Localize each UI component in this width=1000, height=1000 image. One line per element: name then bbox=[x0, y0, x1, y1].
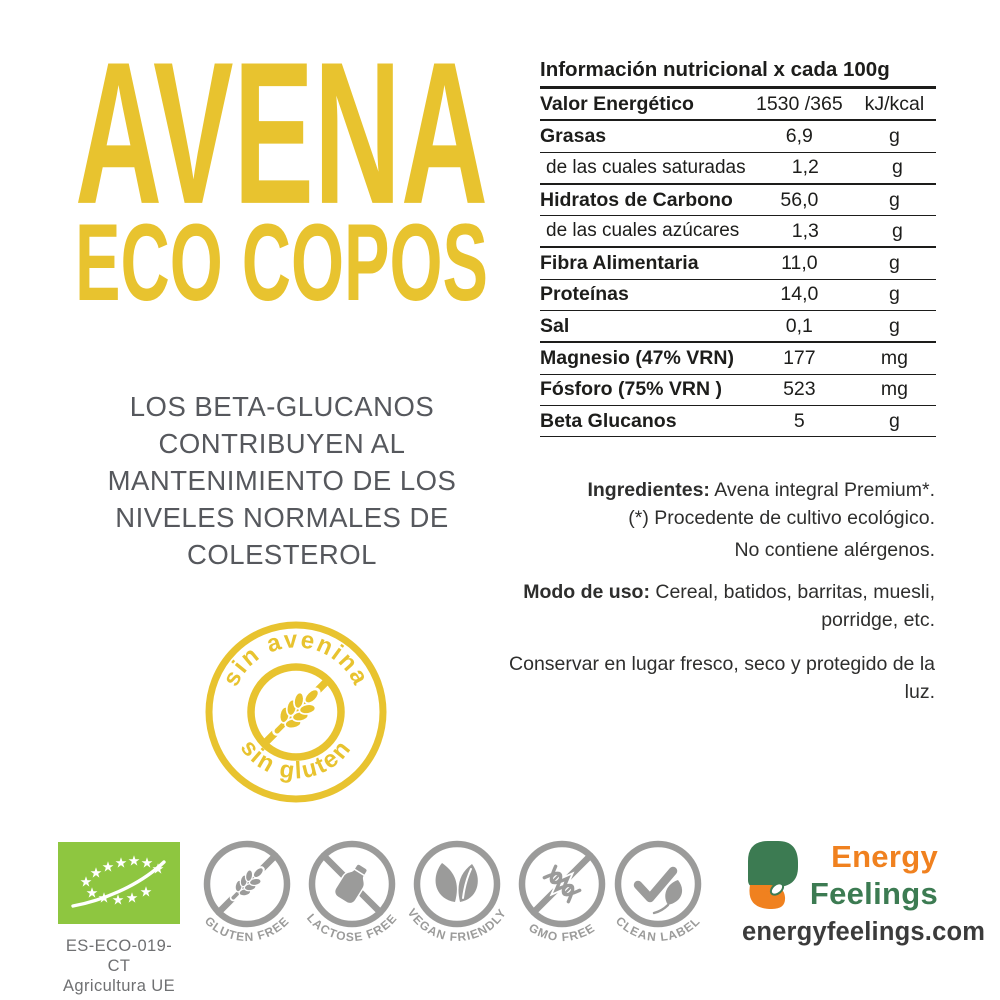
row-unit: g bbox=[888, 188, 900, 211]
title-line-avena: AVENA bbox=[75, 53, 488, 246]
eu-organic-logo-icon bbox=[58, 842, 180, 924]
badge-label: LACTOSE FREE bbox=[304, 911, 399, 944]
row-unit: g bbox=[891, 156, 903, 179]
table-row: Fósforo (75% VRN ) 523 mg bbox=[540, 375, 936, 406]
brand-name-feelings: Feelings bbox=[809, 876, 938, 911]
row-unit: mg bbox=[880, 378, 908, 401]
table-row: Proteínas 14,0 g bbox=[540, 280, 936, 312]
crossed-wheat-icon bbox=[215, 852, 279, 916]
row-unit: g bbox=[891, 219, 903, 242]
table-row: de las cuales azúcares 1,3 g bbox=[540, 216, 936, 249]
table-row: de las cuales saturadas 1,2 g bbox=[540, 153, 936, 185]
row-label: Magnesio (47% VRN) bbox=[540, 347, 734, 370]
eu-cert-code: ES-ECO-019-CT bbox=[65, 937, 173, 975]
row-value: 14,0 bbox=[780, 283, 819, 306]
table-row: Valor Energético 1530 /365 kJ/kcal bbox=[540, 89, 936, 122]
row-value: 6,9 bbox=[785, 124, 813, 147]
row-value: 11,0 bbox=[781, 252, 818, 275]
nutrition-table: Información nutricional x cada 100g Valo… bbox=[540, 58, 936, 438]
energy-feelings-leaf-icon bbox=[748, 841, 798, 909]
check-leaf-icon bbox=[631, 864, 684, 915]
table-row: Sal 0,1 g bbox=[540, 311, 936, 344]
row-label: Grasas bbox=[540, 124, 607, 147]
svg-text:sin avenina: sin avenina bbox=[218, 626, 375, 691]
row-value: 177 bbox=[783, 347, 816, 370]
claim-line: NIVELES NORMALES DE bbox=[115, 502, 449, 533]
gluten-free-badge: GLUTEN FREE bbox=[202, 840, 292, 944]
usage-text: Cereal, batidos, barritas, muesli, bbox=[649, 581, 935, 603]
svg-text:GLUTEN FREE: GLUTEN FREE bbox=[202, 914, 292, 944]
brand-website: energyfeelings.com bbox=[742, 918, 986, 946]
row-unit: g bbox=[888, 124, 900, 147]
row-label: Fósforo (75% VRN ) bbox=[540, 378, 723, 401]
allergens-line: No contiene alérgenos. bbox=[734, 539, 935, 561]
row-unit: g bbox=[888, 409, 900, 432]
row-label: Beta Glucanos bbox=[540, 409, 677, 432]
table-row: Grasas 6,9 g bbox=[540, 121, 936, 153]
usage-line2: porridge, etc. bbox=[821, 609, 935, 631]
gmo-free-badge: GMO FREE bbox=[518, 840, 606, 944]
claim-line: LOS BETA-GLUCANOS bbox=[129, 391, 435, 422]
row-value: 523 bbox=[783, 378, 816, 401]
table-row: Hidratos de Carbono 56,0 g bbox=[540, 185, 936, 217]
row-value: 1,3 bbox=[791, 219, 819, 242]
vegan-friendly-badge: VEGAN FRIENDLY bbox=[405, 840, 508, 944]
lactose-free-badge: LACTOSE FREE bbox=[304, 840, 400, 944]
nutrition-table-header: Información nutricional x cada 100g bbox=[540, 58, 936, 89]
row-label: de las cuales saturadas bbox=[546, 156, 746, 178]
table-row: Beta Glucanos 5 g bbox=[540, 406, 936, 438]
ingredients-text: Avena integral Premium*. bbox=[709, 479, 935, 501]
product-title: AVENA ECO COPOS bbox=[75, 53, 488, 305]
row-label: Valor Energético bbox=[540, 92, 694, 115]
eu-organic-cert: ES-ECO-019-CT Agricultura UE bbox=[58, 842, 180, 996]
ingredients-line: Ingredientes: Avena integral Premium*. bbox=[505, 476, 935, 504]
row-value: 1,2 bbox=[791, 156, 819, 179]
row-unit: g bbox=[888, 283, 900, 306]
row-value: 56,0 bbox=[780, 188, 819, 211]
crossed-bottle-icon bbox=[333, 863, 369, 905]
row-label: Proteínas bbox=[540, 283, 629, 306]
usage-line: Modo de uso: Cereal, batidos, barritas, … bbox=[505, 578, 935, 606]
title-line-eco-copos: ECO COPOS bbox=[75, 201, 488, 305]
svg-text:CLEAN LABEL: CLEAN LABEL bbox=[613, 914, 703, 944]
health-claim: LOS BETA-GLUCANOS CONTRIBUYEN AL MANTENI… bbox=[52, 388, 512, 573]
claim-line: CONTRIBUYEN AL bbox=[158, 428, 406, 459]
claim-line: MANTENIMIENTO DE LOS bbox=[107, 465, 457, 496]
leaves-icon bbox=[435, 862, 480, 904]
claim-line: COLESTEROL bbox=[187, 539, 377, 570]
ingredients-label: Ingredientes: bbox=[587, 479, 710, 501]
storage-line: Conservar en lugar fresco, seco y proteg… bbox=[509, 653, 935, 703]
badge-label: CLEAN LABEL bbox=[613, 914, 702, 944]
row-value: 1530 /365 bbox=[755, 92, 843, 115]
row-label: Sal bbox=[540, 314, 570, 337]
origin-line: (*) Procedente de cultivo ecológico. bbox=[628, 507, 935, 529]
row-value: 0,1 bbox=[785, 314, 813, 337]
row-unit: kJ/kcal bbox=[864, 92, 925, 115]
row-label: Hidratos de Carbono bbox=[540, 188, 733, 211]
row-label: Fibra Alimentaria bbox=[540, 252, 699, 275]
table-row: Fibra Alimentaria 11,0 g bbox=[540, 248, 936, 280]
row-value: 5 bbox=[793, 409, 805, 432]
badge-label: GLUTEN FREE bbox=[202, 914, 291, 944]
seal-top-text: sin avenina bbox=[218, 626, 373, 691]
row-label: de las cuales azúcares bbox=[546, 220, 740, 242]
usage-label: Modo de uso: bbox=[523, 581, 650, 603]
gluten-free-seal: sin avenina sin gluten bbox=[205, 621, 387, 803]
row-unit: g bbox=[888, 314, 900, 337]
eu-cert-label: Agricultura UE bbox=[63, 977, 175, 995]
crossed-wheat-icon bbox=[247, 663, 345, 761]
row-unit: g bbox=[888, 252, 900, 275]
row-unit: mg bbox=[880, 347, 908, 370]
product-info-text: Ingredientes: Avena integral Premium*. (… bbox=[505, 476, 935, 706]
table-row: Magnesio (47% VRN) 177 mg bbox=[540, 343, 936, 375]
brand-name-energy: Energy bbox=[831, 839, 938, 874]
crossed-dna-icon bbox=[540, 862, 584, 906]
clean-label-badge: CLEAN LABEL bbox=[613, 840, 703, 944]
svg-text:LACTOSE FREE: LACTOSE FREE bbox=[304, 911, 400, 944]
